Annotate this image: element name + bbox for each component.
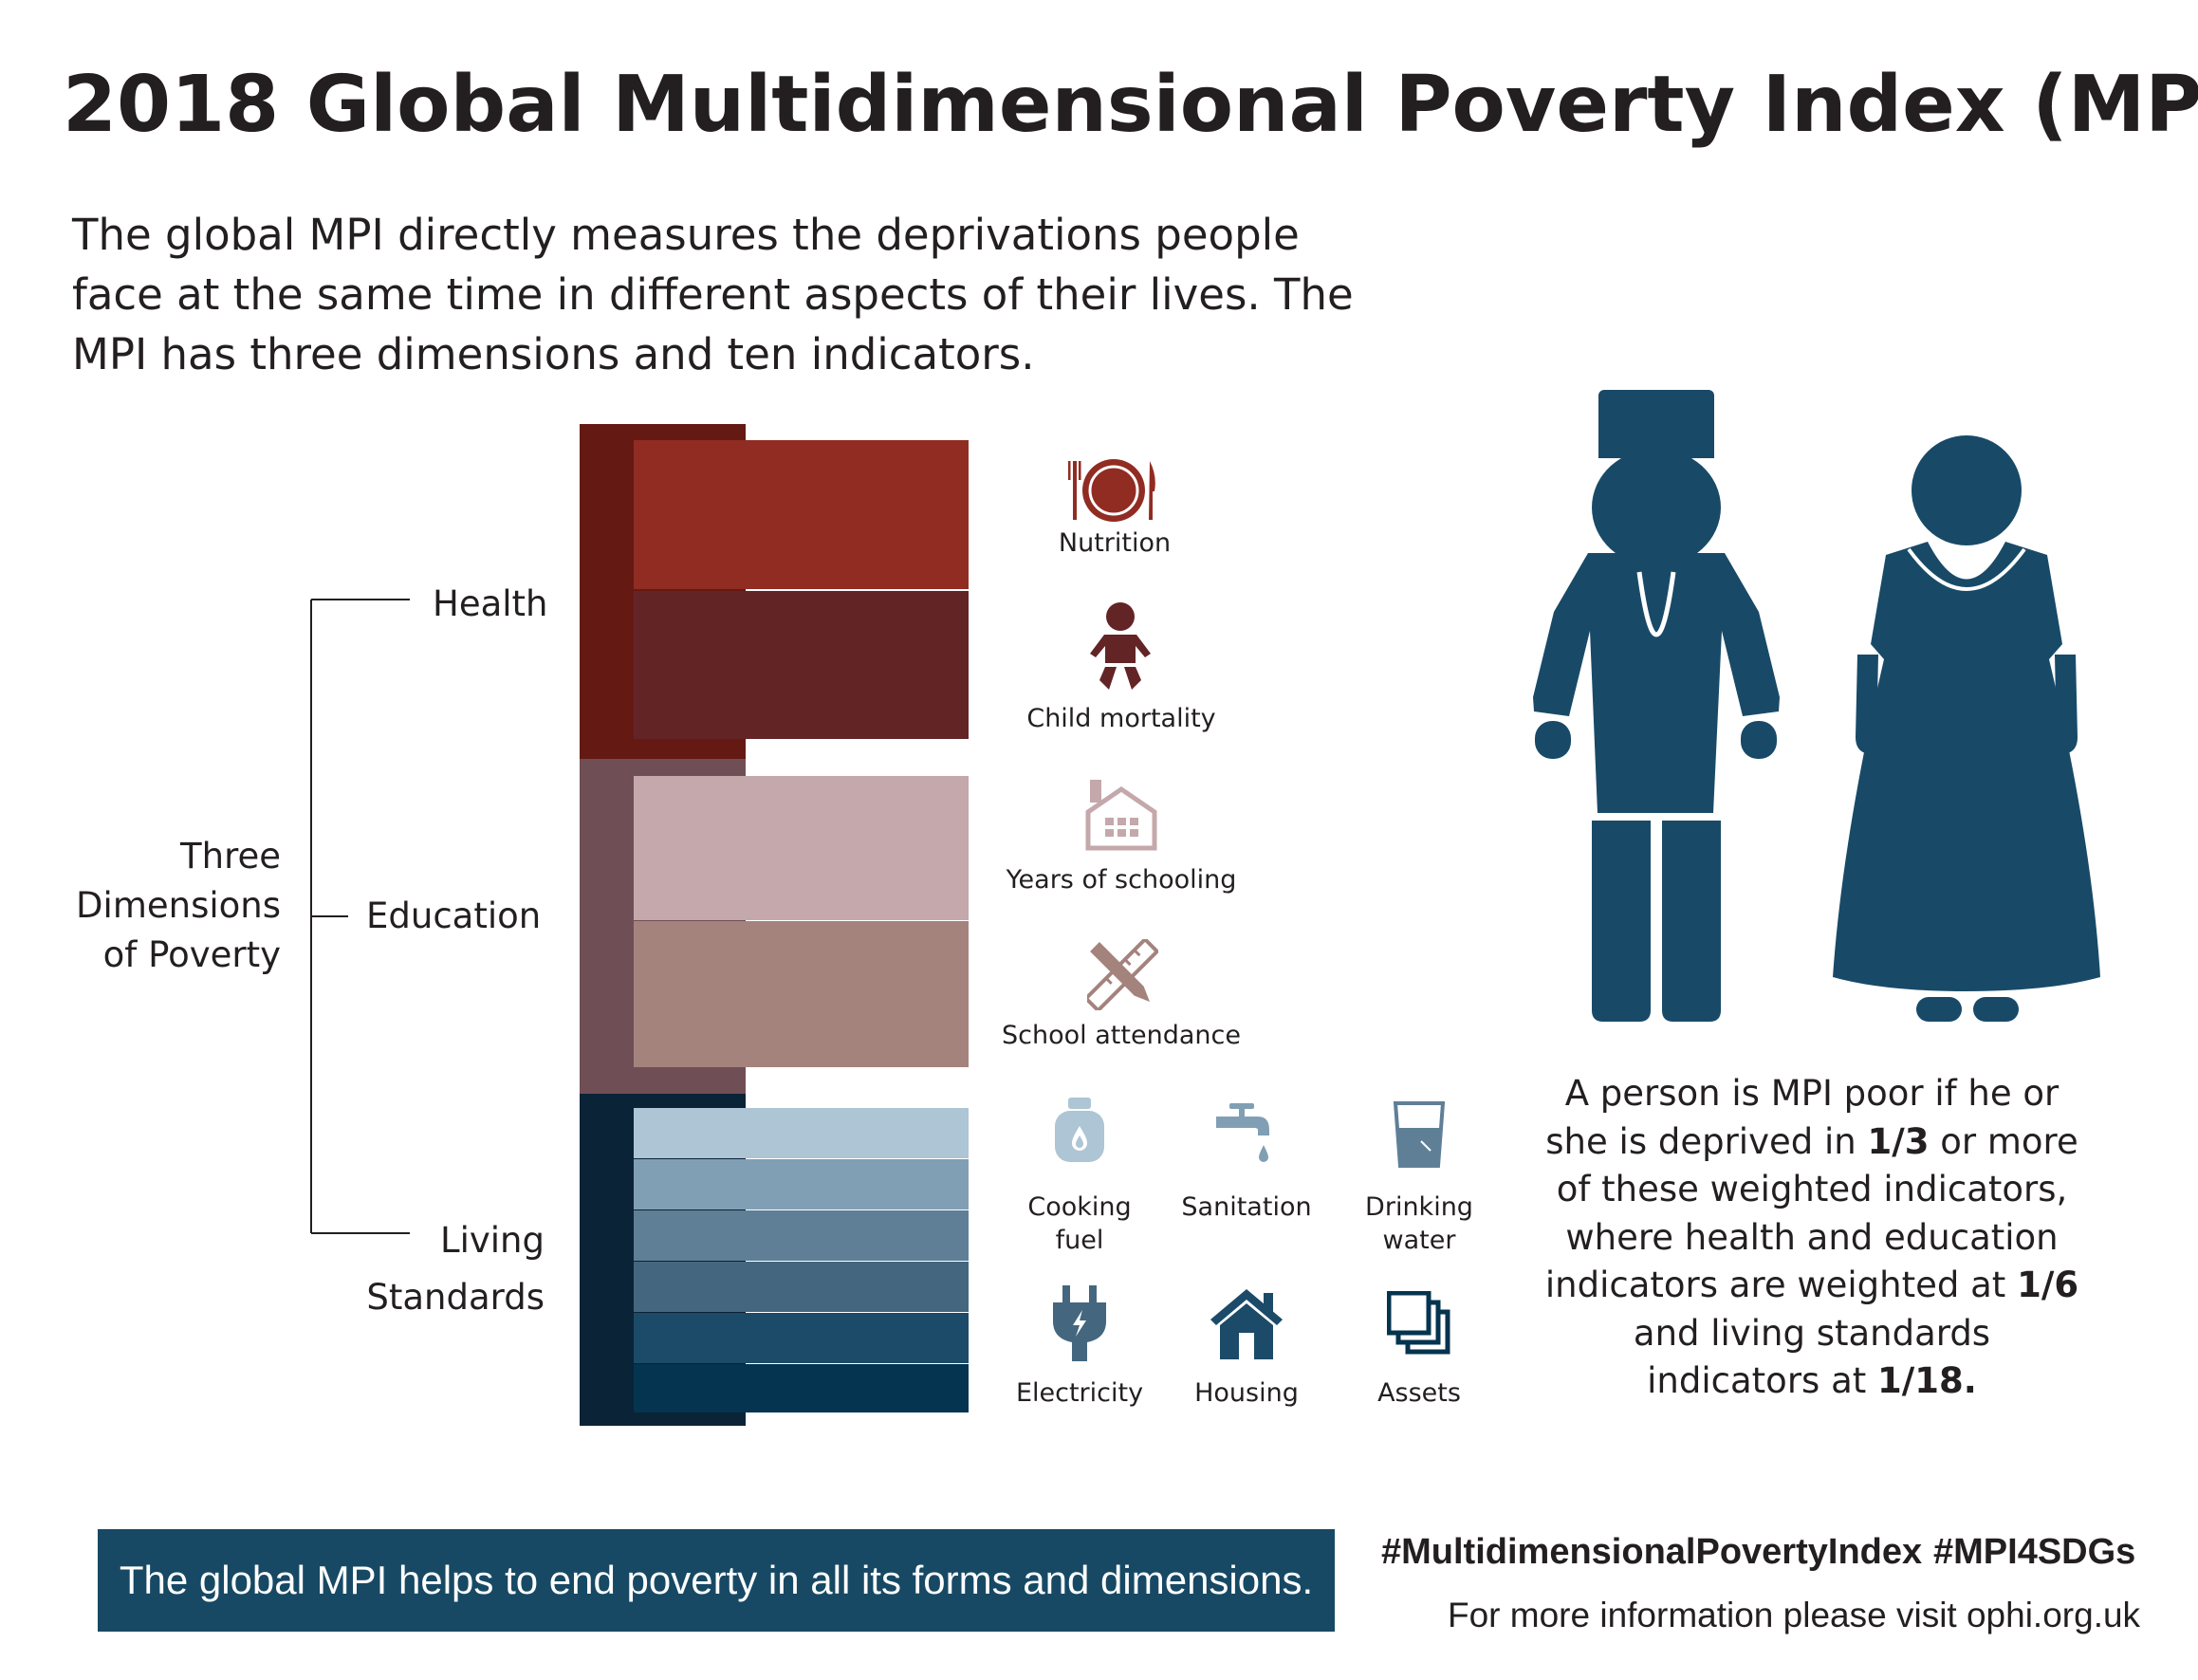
man-and-woman-icon: [1533, 390, 2100, 1022]
plate-fork-knife-icon: [1068, 459, 1155, 522]
hashtag-mpi[interactable]: #MultidimensionalPovertyIndex: [1381, 1532, 1923, 1572]
indicator-label-assets: Assets: [1377, 1378, 1461, 1408]
indicator-label-drinking-water: Drinking water: [1365, 1192, 1473, 1255]
indicator-label-years-of-schooling: Years of schooling: [1006, 865, 1237, 895]
dimension-tree-lines: [310, 599, 410, 1234]
electric-plug-icon: [1053, 1285, 1106, 1361]
water-glass-icon: [1393, 1101, 1446, 1168]
root-label: Three Dimensions of Poverty: [76, 836, 281, 975]
school-building-icon: [1085, 780, 1157, 851]
electricity-bar: [634, 1262, 969, 1312]
assets-bar: [634, 1364, 969, 1412]
cooking-fuel-bar: [634, 1108, 969, 1158]
dimension-label-living-standards: Living Standards: [366, 1220, 545, 1318]
hashtag-mpi4sdgs[interactable]: #MPI4SDGs: [1933, 1532, 2136, 1572]
dimension-label-education: Education: [366, 895, 542, 936]
school-attendance-bar: [634, 921, 969, 1067]
more-info-link[interactable]: For more information please visit ophi.o…: [1448, 1596, 2141, 1634]
housing-bar: [634, 1313, 969, 1363]
indicator-label-sanitation: Sanitation: [1181, 1192, 1312, 1222]
house-icon: [1210, 1289, 1283, 1359]
dimension-label-health: Health: [433, 583, 548, 624]
tap-icon: [1216, 1103, 1269, 1162]
sanitation-bar: [634, 1159, 969, 1209]
gas-cylinder-icon: [1055, 1098, 1104, 1162]
child-mortality-bar: [634, 591, 969, 739]
pencil-ruler-icon: [1087, 939, 1158, 1010]
baby-icon: [1090, 602, 1151, 690]
indicator-label-housing: Housing: [1194, 1378, 1299, 1408]
page-title: 2018 Global Multidimensional Poverty Ind…: [63, 60, 2198, 150]
indicator-label-cooking-fuel: Cooking fuel: [1027, 1192, 1132, 1255]
mpi-poor-explanation: A person is MPI poor if he or she is dep…: [1544, 1073, 2079, 1401]
nutrition-bar: [634, 440, 969, 589]
indicator-label-electricity: Electricity: [1015, 1378, 1144, 1408]
indicator-label-school-attendance: School attendance: [1002, 1021, 1241, 1050]
drinking-water-bar: [634, 1210, 969, 1261]
stacked-squares-icon: [1387, 1291, 1450, 1355]
intro-text: The global MPI directly measures the dep…: [72, 210, 1354, 379]
indicator-label-child-mortality: Child mortality: [1026, 704, 1216, 733]
footer-banner: The global MPI helps to end poverty in a…: [98, 1529, 1335, 1632]
years-of-schooling-bar: [634, 776, 969, 920]
indicator-label-nutrition: Nutrition: [1058, 528, 1172, 558]
